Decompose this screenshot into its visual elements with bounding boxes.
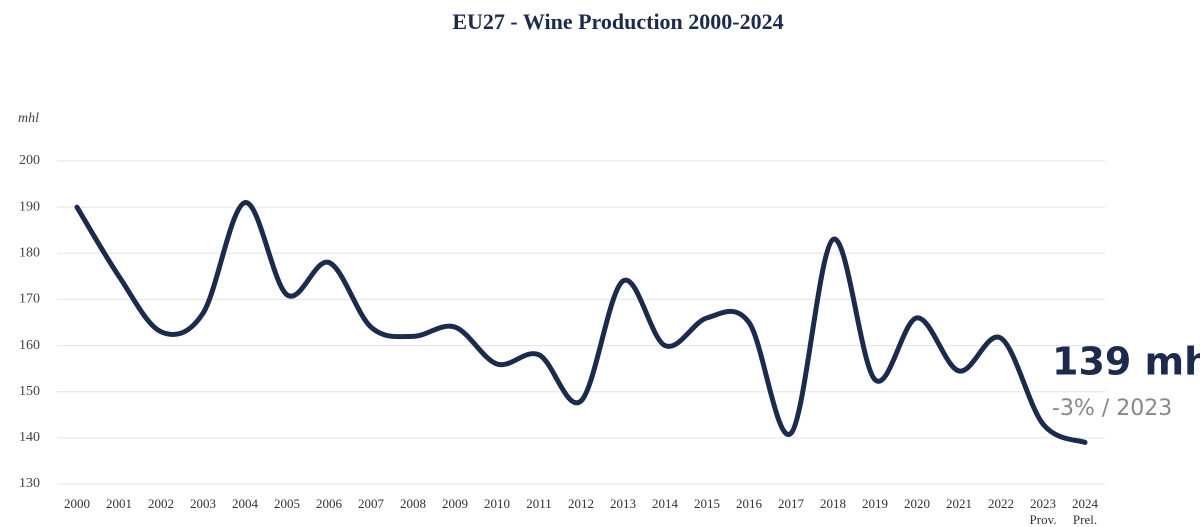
x-tick-note: Prel. — [1073, 512, 1097, 527]
x-tick-label: 2013 — [610, 496, 636, 511]
x-tick-label: 2014 — [652, 496, 679, 511]
x-tick-label: 2020 — [904, 496, 930, 511]
x-tick-label: 2021 — [946, 496, 972, 511]
y-tick-label: 140 — [19, 430, 40, 445]
x-tick-label: 2010 — [484, 496, 510, 511]
x-tick-label: 2009 — [442, 496, 468, 511]
x-tick-label: 2011 — [526, 496, 552, 511]
x-tick-label: 2023 — [1030, 496, 1056, 511]
x-tick-label: 2003 — [190, 496, 216, 511]
y-tick-label: 150 — [19, 384, 40, 399]
x-tick-label: 2008 — [400, 496, 426, 511]
x-tick-label: 2018 — [820, 496, 846, 511]
x-tick-label: 2000 — [64, 496, 90, 511]
x-tick-label: 2024 — [1072, 496, 1099, 511]
x-tick-label: 2012 — [568, 496, 594, 511]
x-tick-label: 2005 — [274, 496, 300, 511]
y-tick-label: 170 — [19, 292, 40, 307]
y-tick-label: 160 — [19, 338, 40, 353]
annotation-value: 139 mhl — [1052, 340, 1200, 384]
y-tick-label: 130 — [19, 476, 40, 491]
x-tick-label: 2015 — [694, 496, 720, 511]
chart-title: EU27 - Wine Production 2000-2024 — [452, 9, 783, 34]
x-tick-label: 2007 — [358, 496, 385, 511]
x-tick-label: 2006 — [316, 496, 343, 511]
annotation-change: -3% / 2023 — [1052, 396, 1172, 421]
y-tick-label: 200 — [19, 153, 40, 168]
y-tick-label: 190 — [19, 199, 40, 214]
x-tick-label: 2017 — [778, 496, 805, 511]
y-tick-label: 180 — [19, 246, 40, 261]
y-axis-label: mhl — [18, 111, 39, 126]
line-series — [74, 200, 1088, 445]
x-tick-label: 2002 — [148, 496, 174, 511]
x-tick-label: 2019 — [862, 496, 888, 511]
x-tick-label: 2004 — [232, 496, 259, 511]
x-tick-label: 2016 — [736, 496, 763, 511]
x-tick-note: Prov. — [1030, 512, 1057, 527]
x-tick-label: 2001 — [106, 496, 132, 511]
x-tick-label: 2022 — [988, 496, 1014, 511]
